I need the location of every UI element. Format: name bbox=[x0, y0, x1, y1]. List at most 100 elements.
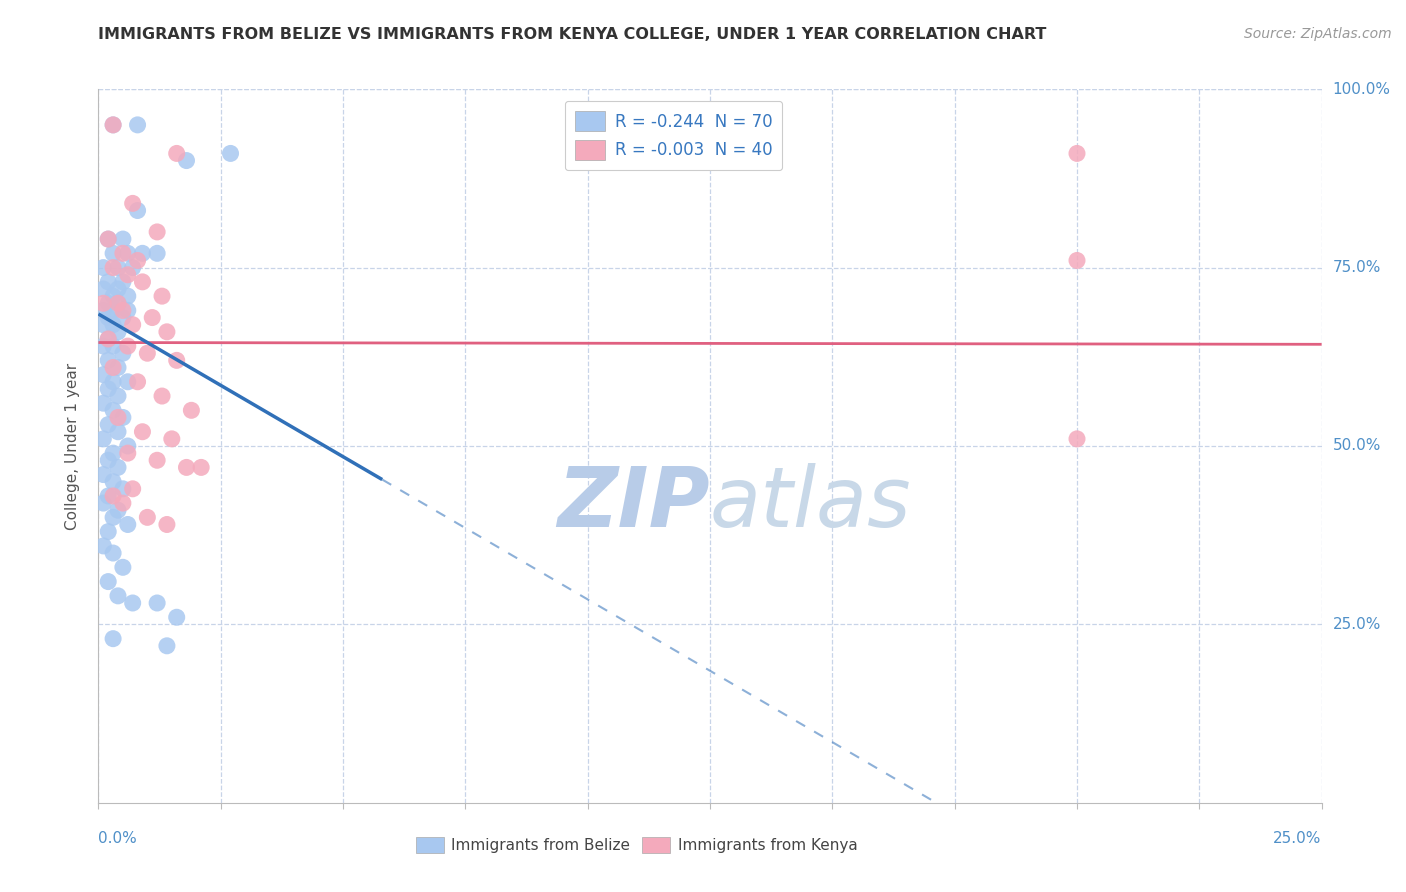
Point bbox=[101, 289, 124, 303]
Point bbox=[160, 432, 183, 446]
Text: 75.0%: 75.0% bbox=[1333, 260, 1381, 275]
Point bbox=[97, 574, 120, 589]
Point bbox=[131, 275, 153, 289]
Point bbox=[166, 353, 188, 368]
Point bbox=[97, 353, 120, 368]
Point bbox=[131, 425, 153, 439]
Point bbox=[97, 296, 120, 310]
Point bbox=[166, 146, 188, 161]
Point bbox=[91, 339, 114, 353]
Point bbox=[117, 446, 139, 460]
Point bbox=[219, 146, 242, 161]
Point bbox=[107, 460, 129, 475]
Point bbox=[107, 410, 129, 425]
Text: Source: ZipAtlas.com: Source: ZipAtlas.com bbox=[1244, 27, 1392, 41]
Point bbox=[107, 589, 129, 603]
Point bbox=[1066, 253, 1088, 268]
Point bbox=[101, 546, 124, 560]
Point bbox=[146, 246, 169, 260]
Point bbox=[91, 296, 114, 310]
Point bbox=[121, 596, 143, 610]
Text: 0.0%: 0.0% bbox=[98, 831, 138, 847]
Point bbox=[101, 375, 124, 389]
Point bbox=[141, 310, 163, 325]
Point bbox=[146, 596, 169, 610]
Point bbox=[190, 460, 212, 475]
Point bbox=[101, 339, 124, 353]
Point bbox=[97, 453, 120, 467]
Point bbox=[111, 232, 134, 246]
Point bbox=[117, 268, 139, 282]
Point bbox=[127, 375, 149, 389]
Point bbox=[136, 510, 159, 524]
Point bbox=[127, 118, 149, 132]
Point bbox=[111, 560, 134, 574]
Point bbox=[91, 496, 114, 510]
Point bbox=[107, 260, 129, 275]
Point bbox=[107, 503, 129, 517]
Y-axis label: College, Under 1 year: College, Under 1 year bbox=[65, 362, 80, 530]
Point bbox=[97, 332, 120, 346]
Text: 100.0%: 100.0% bbox=[1333, 82, 1391, 96]
Point bbox=[107, 360, 129, 375]
Point bbox=[107, 296, 129, 310]
Text: 50.0%: 50.0% bbox=[1333, 439, 1381, 453]
Point bbox=[117, 246, 139, 260]
Point bbox=[101, 318, 124, 332]
Point bbox=[97, 332, 120, 346]
Point bbox=[150, 389, 173, 403]
Point bbox=[131, 246, 153, 260]
Point bbox=[101, 118, 124, 132]
Point bbox=[91, 260, 114, 275]
Point bbox=[97, 417, 120, 432]
Point bbox=[111, 346, 134, 360]
Point bbox=[107, 389, 129, 403]
Point bbox=[117, 339, 139, 353]
Point bbox=[91, 282, 114, 296]
Point bbox=[101, 360, 124, 375]
Point bbox=[101, 118, 124, 132]
Point bbox=[91, 432, 114, 446]
Point bbox=[97, 524, 120, 539]
Point bbox=[97, 310, 120, 325]
Point bbox=[156, 517, 179, 532]
Point bbox=[97, 489, 120, 503]
Point bbox=[117, 289, 139, 303]
Point bbox=[127, 203, 149, 218]
Text: atlas: atlas bbox=[710, 463, 911, 543]
Point bbox=[180, 403, 202, 417]
Point bbox=[107, 425, 129, 439]
Point bbox=[91, 467, 114, 482]
Point bbox=[101, 446, 124, 460]
Point bbox=[156, 639, 179, 653]
Point bbox=[111, 482, 134, 496]
Point bbox=[150, 289, 173, 303]
Text: IMMIGRANTS FROM BELIZE VS IMMIGRANTS FROM KENYA COLLEGE, UNDER 1 YEAR CORRELATIO: IMMIGRANTS FROM BELIZE VS IMMIGRANTS FRO… bbox=[98, 27, 1047, 42]
Point bbox=[97, 275, 120, 289]
Point bbox=[101, 403, 124, 417]
Text: ZIP: ZIP bbox=[557, 463, 710, 543]
Point bbox=[91, 318, 114, 332]
Point bbox=[101, 303, 124, 318]
Point bbox=[111, 496, 134, 510]
Point bbox=[107, 282, 129, 296]
Point bbox=[111, 310, 134, 325]
Point bbox=[176, 153, 198, 168]
Point bbox=[156, 325, 179, 339]
Point bbox=[101, 260, 124, 275]
Legend: Immigrants from Belize, Immigrants from Kenya: Immigrants from Belize, Immigrants from … bbox=[411, 830, 863, 859]
Point bbox=[121, 196, 143, 211]
Point bbox=[91, 368, 114, 382]
Point bbox=[101, 475, 124, 489]
Point bbox=[136, 346, 159, 360]
Text: 25.0%: 25.0% bbox=[1333, 617, 1381, 632]
Point bbox=[166, 610, 188, 624]
Point bbox=[111, 303, 134, 318]
Point bbox=[1066, 432, 1088, 446]
Point bbox=[146, 225, 169, 239]
Point bbox=[117, 439, 139, 453]
Point bbox=[111, 275, 134, 289]
Point bbox=[111, 410, 134, 425]
Point bbox=[107, 325, 129, 339]
Point bbox=[101, 246, 124, 260]
